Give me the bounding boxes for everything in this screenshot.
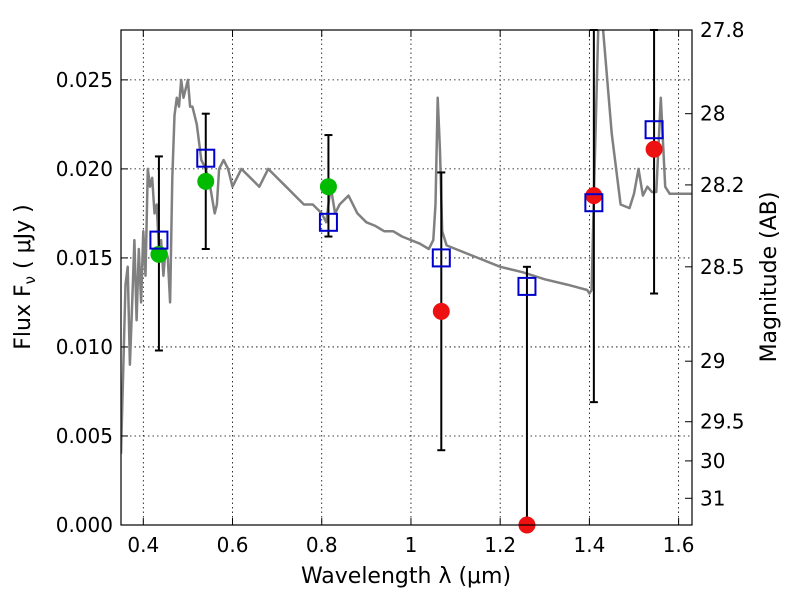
- y2-tick-label: 29: [700, 349, 725, 373]
- y2-tick-label: 30: [700, 449, 725, 473]
- x-axis-label: Wavelength λ (μm): [301, 564, 511, 589]
- y2-tick-label: 27.8: [700, 18, 745, 42]
- model-point-square: [196, 148, 216, 168]
- y-axis-label: Flux Fν ( μJy ): [11, 204, 39, 349]
- y2-tick-label: 28: [700, 102, 725, 126]
- x-tick-label: 1.6: [663, 533, 695, 557]
- model-point-square: [431, 248, 451, 268]
- y-tick-label: 0.025: [56, 68, 113, 92]
- y-axis-label-main: Flux F: [11, 284, 36, 349]
- x-tick-label: 0.6: [217, 533, 249, 557]
- x-tick-label: 0.8: [306, 533, 338, 557]
- y-axis-label-unit: ( μJy ): [11, 204, 36, 276]
- detection-point: [197, 172, 215, 190]
- y-tick-label: 0.005: [56, 424, 113, 448]
- y2-tick-label: 28.5: [700, 255, 745, 279]
- y-tick-label: 0.000: [56, 513, 113, 537]
- plot-frame: [120, 29, 693, 526]
- errorbar: [522, 265, 531, 525]
- red-point: [645, 140, 663, 158]
- model-point-square: [318, 212, 338, 232]
- y2-tick-label: 29.5: [700, 410, 745, 434]
- y2-tick-label: 28.2: [700, 173, 745, 197]
- x-tick-label: 1.4: [573, 533, 605, 557]
- detection-point: [150, 245, 168, 263]
- detection-point: [319, 178, 337, 196]
- x-tick-label: 1.2: [484, 533, 516, 557]
- y-tick-label: 0.010: [56, 335, 113, 359]
- y2-tick-label: 31: [700, 486, 725, 510]
- gridlines: [121, 30, 692, 525]
- x-tick-label: 0.4: [127, 533, 159, 557]
- model-point-square: [644, 120, 664, 140]
- y-tick-label: 0.015: [56, 246, 113, 270]
- plot-background: [121, 30, 692, 525]
- model-point-square: [584, 193, 604, 213]
- y-tick-label: 0.020: [56, 157, 113, 181]
- x-tick-label: 1: [405, 533, 418, 557]
- red-point: [585, 187, 603, 205]
- axis-ticks: 0.4 0.6 0.8 1 1.2 1.4 1.6 0.000 0.005 0.010 0.015 0…: [56, 18, 745, 557]
- model-point-square: [149, 230, 169, 250]
- markers: [149, 29, 664, 534]
- model-point-square: [517, 276, 537, 296]
- red-point: [432, 302, 450, 320]
- y2-axis-label: Magnitude (AB): [757, 192, 782, 363]
- y-axis-label-sub: ν: [21, 276, 39, 284]
